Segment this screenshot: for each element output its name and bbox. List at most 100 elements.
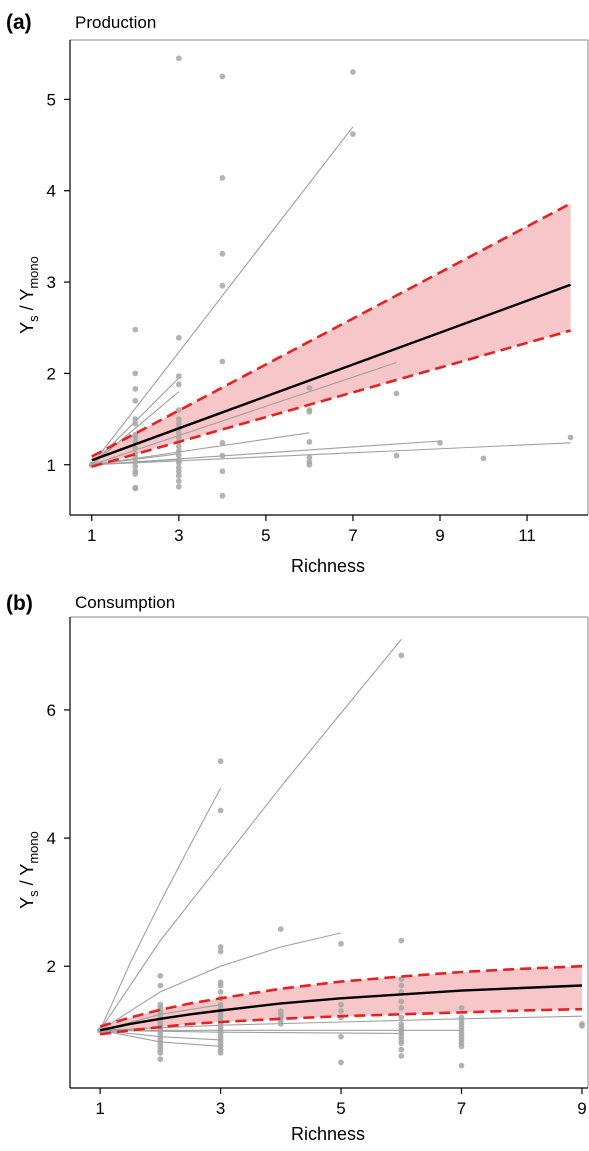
panel-a-data-point: [175, 55, 182, 62]
panel-b-study-line: [100, 1015, 583, 1031]
panel-b-data-point: [398, 1005, 405, 1011]
panel-a-data-point: [175, 407, 182, 413]
panel-a-data-point: [175, 468, 182, 475]
panel-a-x-tick-label: 5: [261, 526, 270, 545]
panel-a-data-point: [175, 460, 182, 466]
panel-b-data-point: [217, 982, 224, 989]
panel-b-y-tick-label: 2: [47, 957, 56, 976]
panel-b-y-tick-label: 4: [47, 829, 56, 848]
panel-b-data-point: [157, 1049, 164, 1056]
panel-b-data-point: [217, 944, 224, 950]
panel-a-data-point: [219, 250, 226, 257]
panel-b-data-point: [338, 1033, 344, 1040]
panel-a-data-point: [132, 454, 139, 461]
panel-a-data-point: [306, 461, 313, 468]
panel-a-data-point: [175, 416, 182, 422]
panel-b-data-point: [458, 1043, 465, 1050]
panel-a-data-point: [480, 455, 487, 462]
panel-b-x-tick-label: 7: [457, 1099, 466, 1118]
panel-b-study-line: [99, 932, 342, 1031]
panel-b-title: Consumption: [75, 593, 175, 612]
panel-b-data-point: [217, 989, 224, 995]
panel-a-data-point: [132, 463, 139, 470]
panel-a-data-point: [437, 439, 443, 446]
panel-b-data-point: [579, 1022, 585, 1029]
panel-a-ci-upper-line: [91, 202, 572, 458]
panel-a-mean-line: [91, 283, 572, 462]
panel-a-data-point: [350, 131, 356, 138]
panel-a-data-point: [132, 459, 139, 465]
panel-a-ci-lower-line: [91, 329, 571, 468]
panel-a-ylabel-sub2: mono: [26, 256, 41, 289]
panel-a-data-point: [219, 73, 226, 80]
panel-a-data-point: [132, 386, 139, 392]
panel-b-data-point: [277, 926, 284, 932]
panel-a-x-tick-label: 7: [348, 526, 357, 545]
panel-a-data-point: [306, 385, 313, 391]
panel-a-letter: (a): [6, 11, 32, 34]
panel-b-ylabel-sub2: mono: [26, 831, 41, 864]
panel-a-data-point: [393, 390, 400, 397]
panel-b-y-axis-title: Ys / Ymono: [17, 831, 41, 909]
panel-b-data-point: [458, 1062, 465, 1069]
panel-a-data-point: [175, 448, 182, 454]
panel-a-ylabel-main: Y: [17, 322, 37, 334]
panel-a-data-point: [175, 478, 182, 485]
panel-a-data-point: [132, 420, 139, 427]
panel-a-study-line: [91, 126, 354, 466]
panel-a-data-point: [306, 439, 313, 445]
panel-b-x-axis-title: Richness: [291, 1124, 365, 1144]
panel-a-data-point: [132, 445, 139, 452]
panel-a-data-point: [175, 381, 182, 388]
panel-a-data-point: [350, 69, 356, 75]
panel-a-data-point: [132, 471, 139, 477]
panel-a-ylabel-sub1: s: [26, 315, 41, 322]
panel-a-x-tick-label: 3: [174, 526, 183, 545]
panel-a-x-axis-title: Richness: [291, 556, 365, 576]
panel-b-x-tick-label: 3: [216, 1099, 225, 1118]
panel-a-data-point: [175, 483, 182, 490]
panel-b-data-point: [398, 937, 405, 944]
panel-b-mean-line: [99, 984, 583, 1032]
panel-a-ci-band: [91, 203, 571, 467]
panel-a-data-point: [175, 472, 182, 479]
panel-a-data-point: [306, 454, 313, 461]
panel-b-data-point: [157, 973, 164, 979]
panel-b-y-tick-label: 6: [47, 701, 56, 720]
panel-a-data-point: [175, 373, 182, 380]
panel-a-title: Production: [75, 13, 156, 32]
panel-b-data-point: [217, 807, 224, 814]
panel-b-ci-band: [100, 966, 582, 1035]
panel-a-data-point: [175, 334, 182, 341]
panel-a-data-point: [306, 408, 313, 415]
panel-b-data-point: [217, 1049, 224, 1056]
panel-a-y-axis-title: Ys / Ymono: [17, 256, 41, 334]
panel-b-data-point: [277, 1021, 284, 1027]
panel-b-data-point: [398, 652, 405, 659]
panel-a-data-point: [132, 370, 139, 377]
panel-a-y-tick-label: 3: [47, 273, 56, 292]
panel-b-data-point: [398, 982, 405, 989]
panel-a-data-point: [132, 326, 139, 333]
panel-b-data-point: [398, 1046, 405, 1053]
panel-a-data-point: [175, 452, 182, 459]
panel-b-data-point: [217, 948, 224, 955]
panel-b-ci-upper-line: [99, 964, 583, 1028]
panel-b-study-line: [99, 639, 402, 1031]
panel-b-x-tick-label: 9: [577, 1099, 586, 1118]
panel-a-y-tick-label: 2: [47, 364, 56, 383]
panel-a-y-tick-label: 1: [47, 456, 56, 475]
panel-b-ylabel-sub1: s: [26, 890, 41, 897]
panel-a-x-tick-label: 1: [87, 526, 96, 545]
panel-b-plot-area: 1 3 5 7 9 2 4 6: [47, 616, 589, 1118]
panel-b-letter: (b): [6, 592, 33, 615]
panel-a-data-point: [219, 468, 226, 475]
panel-b-consumption: (b) Consumption 1 3 5 7 9 2 4 6 Richness Ys / Y…: [6, 592, 589, 1144]
panel-a-data-point: [219, 439, 226, 446]
panel-b-data-point: [398, 998, 405, 1005]
panel-a-data-point: [175, 420, 182, 427]
panel-b-x-tick-label: 5: [336, 1099, 345, 1118]
panel-a-study-line: [91, 391, 180, 466]
